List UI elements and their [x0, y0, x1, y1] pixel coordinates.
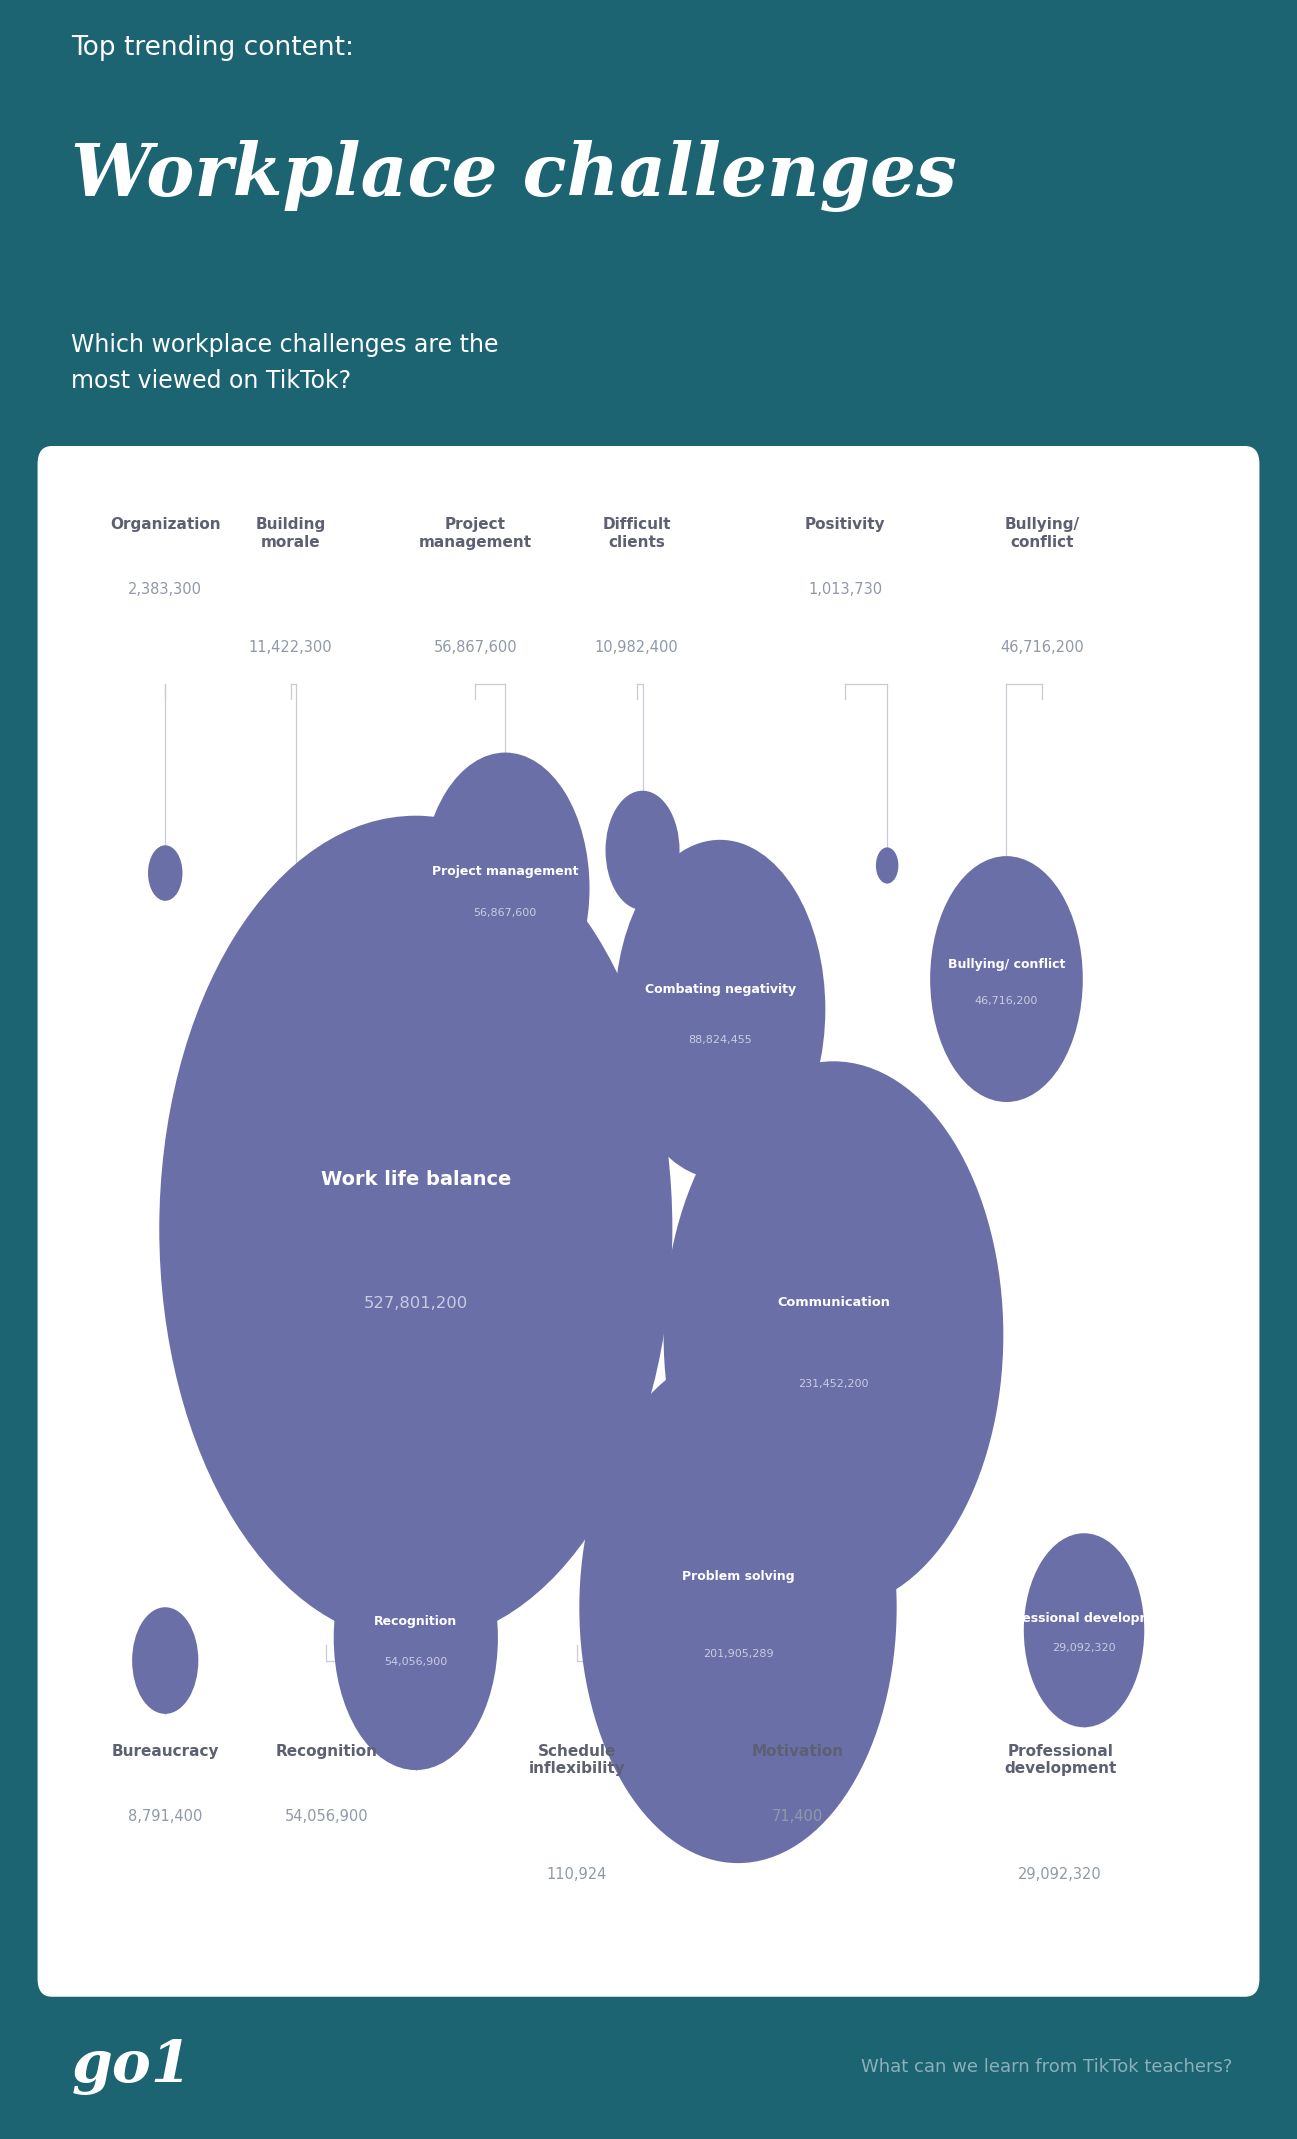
Text: What can we learn from TikTok teachers?: What can we learn from TikTok teachers? [861, 2058, 1232, 2075]
Ellipse shape [580, 1352, 896, 1863]
Text: 29,092,320: 29,092,320 [1018, 1867, 1102, 1882]
Text: 8,791,400: 8,791,400 [128, 1810, 202, 1825]
Text: 56,867,600: 56,867,600 [433, 640, 518, 655]
Text: 231,452,200: 231,452,200 [798, 1380, 869, 1388]
Ellipse shape [930, 856, 1083, 1102]
Text: Positivity: Positivity [805, 518, 886, 533]
Ellipse shape [606, 791, 680, 909]
Text: Problem solving: Problem solving [682, 1570, 794, 1583]
Text: Project management: Project management [432, 866, 578, 879]
Text: 110,924: 110,924 [547, 1867, 607, 1882]
Text: Bullying/ conflict: Bullying/ conflict [948, 958, 1065, 971]
Text: go1: go1 [71, 2038, 192, 2094]
Text: 46,716,200: 46,716,200 [1000, 640, 1084, 655]
Text: 29,092,320: 29,092,320 [1052, 1643, 1115, 1653]
Text: Bureaucracy: Bureaucracy [112, 1743, 219, 1758]
FancyBboxPatch shape [38, 447, 1259, 1996]
Text: 2,383,300: 2,383,300 [128, 582, 202, 597]
Text: Communication: Communication [777, 1296, 890, 1309]
Text: Professional
development: Professional development [1004, 1743, 1117, 1775]
Text: Recognition: Recognition [375, 1615, 458, 1628]
Text: Professional development: Professional development [992, 1613, 1175, 1626]
Text: 1,013,730: 1,013,730 [808, 582, 882, 597]
Text: 10,982,400: 10,982,400 [595, 640, 678, 655]
Ellipse shape [333, 1506, 498, 1771]
Text: Top trending content:: Top trending content: [71, 34, 354, 62]
Text: 56,867,600: 56,867,600 [473, 907, 537, 918]
Ellipse shape [259, 881, 335, 1001]
Ellipse shape [422, 753, 590, 1025]
Ellipse shape [132, 1606, 198, 1713]
Text: Project
management: Project management [419, 518, 532, 550]
Text: Schedule
inflexibility: Schedule inflexibility [529, 1743, 625, 1775]
Text: Organization: Organization [110, 518, 220, 533]
Text: 11,422,300: 11,422,300 [249, 640, 332, 655]
Ellipse shape [615, 841, 825, 1179]
Text: Combating negativity: Combating negativity [645, 982, 795, 995]
Text: 54,056,900: 54,056,900 [384, 1656, 447, 1666]
Ellipse shape [885, 1656, 890, 1666]
Text: Which workplace challenges are the
most viewed on TikTok?: Which workplace challenges are the most … [71, 334, 499, 394]
Text: Motivation: Motivation [751, 1743, 844, 1758]
Text: 54,056,900: 54,056,900 [284, 1810, 368, 1825]
Ellipse shape [664, 1061, 1004, 1609]
Ellipse shape [148, 845, 183, 901]
Text: 88,824,455: 88,824,455 [689, 1035, 752, 1044]
Text: 71,400: 71,400 [772, 1810, 824, 1825]
Ellipse shape [633, 1656, 641, 1666]
Text: Workplace challenges: Workplace challenges [71, 141, 957, 212]
Text: Recognition: Recognition [275, 1743, 377, 1758]
Text: Bullying/
conflict: Bullying/ conflict [1005, 518, 1080, 550]
Text: 527,801,200: 527,801,200 [363, 1296, 468, 1311]
Text: Work life balance: Work life balance [320, 1170, 511, 1189]
Ellipse shape [1023, 1534, 1144, 1728]
Ellipse shape [875, 847, 899, 883]
Ellipse shape [160, 815, 672, 1643]
Text: 201,905,289: 201,905,289 [703, 1649, 773, 1658]
Text: Difficult
clients: Difficult clients [602, 518, 671, 550]
Text: Building
morale: Building morale [256, 518, 326, 550]
Text: 46,716,200: 46,716,200 [975, 997, 1038, 1005]
